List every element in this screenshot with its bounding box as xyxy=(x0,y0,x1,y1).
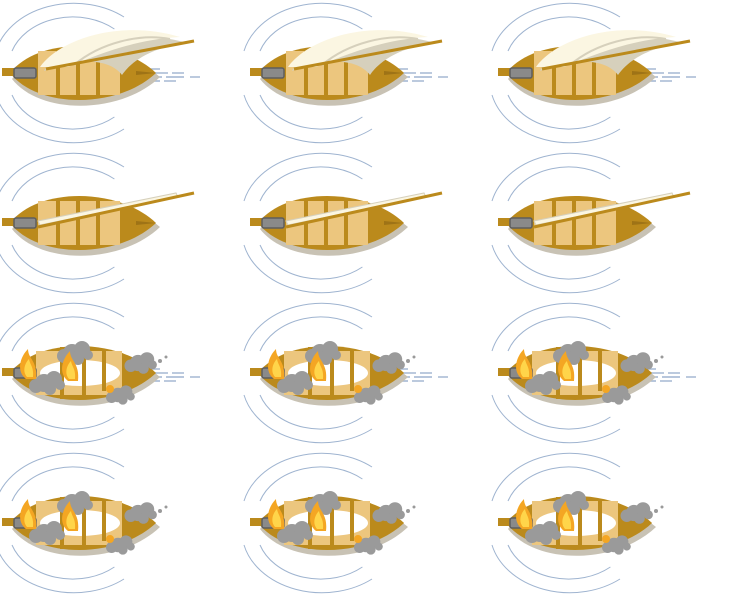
sprite-frame-wrecked-still-3 xyxy=(491,450,744,600)
sprite-frame-sails-furled-3 xyxy=(491,150,744,300)
ship-wrecked-burning-icon xyxy=(0,302,200,444)
sprite-frame-wrecked-moving-3 xyxy=(491,300,744,450)
ship-wrecked-burning-icon xyxy=(491,452,664,594)
ship-sails-full-icon xyxy=(0,2,200,144)
sprite-frame-sails-full-1 xyxy=(0,0,248,150)
ship-wrecked-burning-icon xyxy=(491,302,696,444)
ship-sails-full-icon xyxy=(491,2,696,144)
sprite-frame-wrecked-moving-2 xyxy=(243,300,496,450)
sprite-frame-sails-furled-1 xyxy=(0,150,248,300)
sprite-frame-sails-full-3 xyxy=(491,0,744,150)
ship-wrecked-burning-icon xyxy=(243,452,416,594)
sprite-frame-sails-furled-2 xyxy=(243,150,496,300)
ship-sails-furled-icon xyxy=(491,152,691,294)
sprite-frame-wrecked-still-2 xyxy=(243,450,496,600)
ship-sails-furled-icon xyxy=(0,152,195,294)
ship-sails-furled-icon xyxy=(243,152,443,294)
sprite-frame-sails-full-2 xyxy=(243,0,496,150)
ship-sails-full-icon xyxy=(243,2,448,144)
ship-wrecked-burning-icon xyxy=(243,302,448,444)
ship-wrecked-burning-icon xyxy=(0,452,168,594)
sprite-frame-wrecked-still-1 xyxy=(0,450,248,600)
sprite-frame-wrecked-moving-1 xyxy=(0,300,248,450)
